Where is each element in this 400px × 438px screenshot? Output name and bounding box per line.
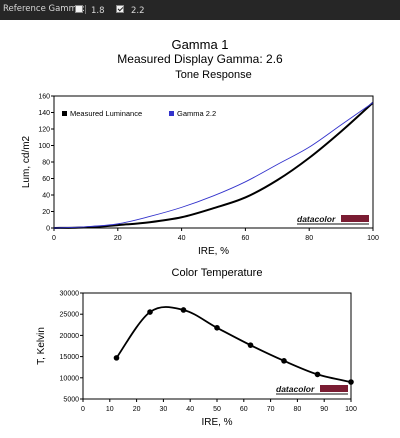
x-tick-label: 80 bbox=[294, 406, 302, 413]
series-line bbox=[53, 102, 374, 229]
series-line bbox=[115, 306, 352, 383]
y-axis-label: T, Kelvin bbox=[36, 327, 47, 365]
measured-gamma-subtitle: Measured Display Gamma: 2.6 bbox=[117, 52, 283, 66]
y-tick-label: 25000 bbox=[60, 312, 80, 319]
divider bbox=[85, 5, 86, 14]
reference-gamma-label: Reference Gamma: bbox=[3, 4, 85, 14]
y-tick-label: 140 bbox=[38, 110, 50, 117]
legend-swatch bbox=[62, 111, 67, 116]
legend-swatch bbox=[169, 111, 174, 116]
x-axis-label: IRE, % bbox=[201, 417, 232, 428]
plot-area bbox=[53, 95, 374, 229]
data-point bbox=[147, 309, 153, 315]
data-point bbox=[113, 355, 120, 361]
x-tick-label: 10 bbox=[106, 406, 114, 413]
x-tick-label: 70 bbox=[267, 406, 275, 413]
data-point bbox=[314, 371, 321, 378]
y-tick-label: 120 bbox=[38, 127, 50, 134]
legend-entry: Measured Luminance bbox=[70, 109, 142, 118]
data-point bbox=[348, 379, 354, 385]
tone-response-chart: Tone Response 0 20 40 60 80 100 0 20 40 60 80 100 120… bbox=[21, 69, 379, 257]
page-title: Gamma 1 bbox=[171, 37, 229, 52]
y-tick-label: 10000 bbox=[60, 375, 80, 382]
x-tick-label: 100 bbox=[345, 406, 357, 413]
y-tick-label: 20000 bbox=[60, 333, 80, 340]
datacolor-logo-bar bbox=[341, 215, 369, 222]
gamma-2-2-label[interactable]: 2.2 bbox=[131, 6, 145, 16]
x-tick-label: 60 bbox=[240, 406, 248, 413]
y-tick-label: 80 bbox=[42, 160, 50, 167]
y-tick-label: 15000 bbox=[60, 354, 80, 361]
x-tick-label: 40 bbox=[186, 406, 194, 413]
series-line bbox=[53, 101, 374, 229]
y-tick-label: 160 bbox=[38, 94, 50, 101]
chart-title: Tone Response bbox=[175, 69, 251, 81]
datacolor-logo-bar bbox=[320, 385, 348, 392]
data-point bbox=[214, 324, 220, 331]
reference-gamma-toolbar: Reference Gamma: 1.8 2.2 bbox=[0, 0, 400, 20]
y-tick-label: 0 bbox=[46, 226, 50, 233]
x-tick-label: 0 bbox=[81, 406, 85, 413]
x-axis-label: IRE, % bbox=[198, 246, 229, 257]
plot-area bbox=[82, 292, 352, 400]
x-tick-label: 20 bbox=[114, 235, 122, 242]
datacolor-logo: datacolor bbox=[276, 384, 315, 394]
y-tick-label: 40 bbox=[42, 193, 50, 200]
gamma-1-8-label[interactable]: 1.8 bbox=[91, 6, 105, 16]
x-tick-label: 60 bbox=[242, 235, 250, 242]
x-tick-label: 20 bbox=[133, 406, 141, 413]
x-tick-label: 90 bbox=[320, 406, 328, 413]
x-tick-label: 50 bbox=[213, 406, 221, 413]
y-tick-label: 20 bbox=[42, 209, 50, 216]
legend-entry: Gamma 2.2 bbox=[177, 109, 216, 118]
x-tick-label: 100 bbox=[367, 235, 379, 242]
y-tick-label: 5000 bbox=[63, 397, 79, 404]
data-point bbox=[247, 342, 254, 348]
gamma-1-8-checkbox[interactable] bbox=[75, 5, 83, 13]
data-point bbox=[281, 358, 287, 364]
y-axis-label: Lum, cd/m2 bbox=[21, 135, 32, 188]
chart-title: Color Temperature bbox=[172, 267, 263, 279]
gamma-2-2-checkbox[interactable] bbox=[116, 5, 124, 13]
y-tick-label: 100 bbox=[38, 143, 50, 150]
x-tick-label: 30 bbox=[160, 406, 168, 413]
x-tick-label: 40 bbox=[178, 235, 186, 242]
x-tick-label: 0 bbox=[52, 235, 56, 242]
y-tick-label: 60 bbox=[42, 176, 50, 183]
y-tick-label: 30000 bbox=[60, 291, 80, 298]
datacolor-logo: datacolor bbox=[297, 214, 336, 224]
x-tick-label: 80 bbox=[305, 235, 313, 242]
data-point bbox=[180, 307, 187, 313]
